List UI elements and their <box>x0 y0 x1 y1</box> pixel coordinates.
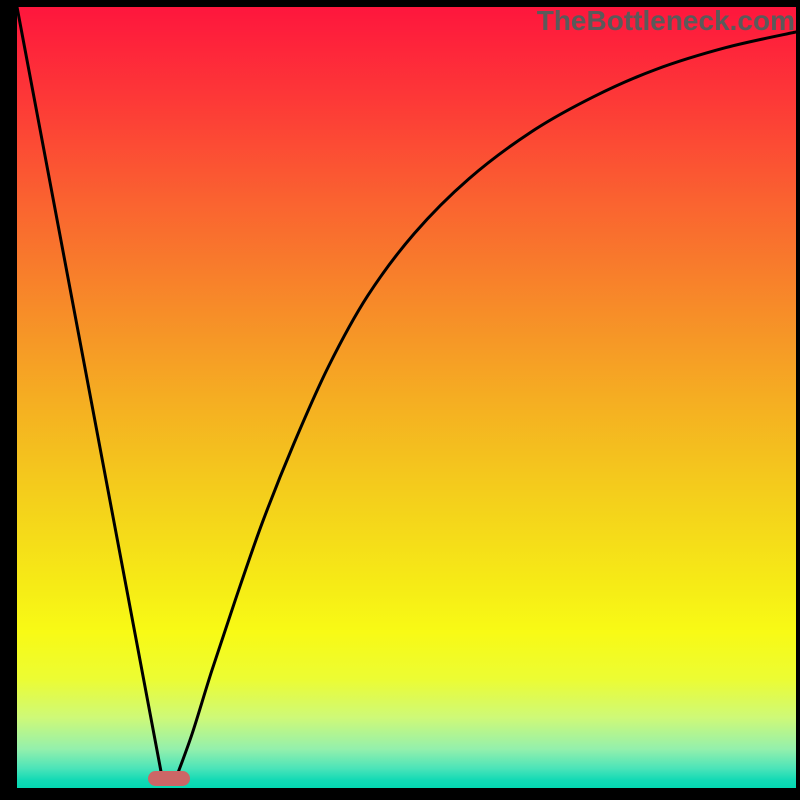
bottleneck-curve-path <box>17 7 796 776</box>
bottleneck-curve <box>17 7 796 788</box>
plot-area <box>17 7 796 788</box>
watermark-text: TheBottleneck.com <box>537 5 795 37</box>
chart-outer: TheBottleneck.com <box>0 0 800 800</box>
optimal-range-marker <box>148 771 190 786</box>
